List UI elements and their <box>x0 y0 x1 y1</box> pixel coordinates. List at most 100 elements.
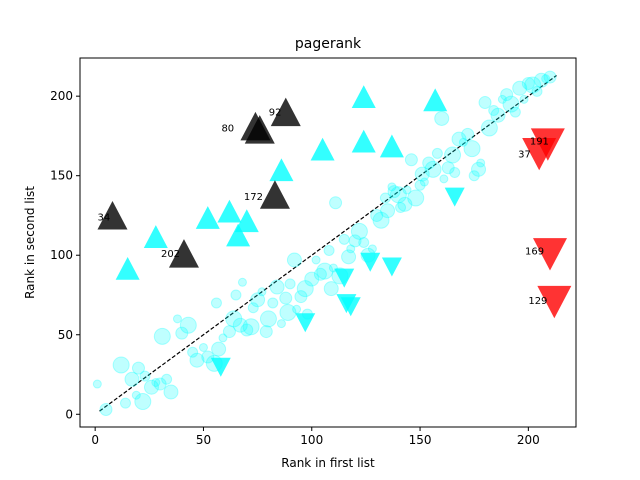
point-bulk <box>230 289 242 301</box>
point-bulk <box>444 146 462 164</box>
point-bulk <box>543 70 557 84</box>
point-bulk <box>461 127 475 141</box>
point-bulk <box>313 267 327 281</box>
point-bulk <box>163 384 179 400</box>
point-bulk <box>99 403 113 417</box>
point-bulk <box>434 110 450 126</box>
point-up <box>379 134 404 158</box>
point-bulk <box>237 277 247 287</box>
point-bulk <box>441 161 455 175</box>
point-bulk <box>348 234 362 248</box>
point-bulk <box>92 379 102 389</box>
point-bulk <box>541 74 551 84</box>
point-bulk <box>250 292 266 308</box>
point-down <box>340 297 361 317</box>
point-up <box>351 129 376 153</box>
diagonal-line <box>99 75 557 412</box>
point-bulk <box>422 156 436 170</box>
point-bulk <box>338 233 350 245</box>
point-down <box>444 187 465 207</box>
point-bulk <box>242 318 260 336</box>
point-bulk <box>387 182 397 192</box>
point-bulk <box>151 377 161 387</box>
point-bulk <box>259 310 277 328</box>
point-bulk <box>449 167 461 179</box>
point-bulk <box>161 373 173 385</box>
point-bulk <box>323 281 339 297</box>
point-down <box>334 268 355 288</box>
point-bulk <box>439 174 449 184</box>
point-bulk <box>512 80 528 96</box>
point-bulk <box>316 262 334 280</box>
point-bulk <box>519 94 529 104</box>
point-bulk <box>397 196 413 212</box>
point-bulk <box>367 244 377 254</box>
point-bulk <box>247 302 259 314</box>
point-top_up <box>168 239 199 268</box>
y-tick-label: 150 <box>50 169 73 183</box>
point-up <box>115 256 140 280</box>
point-label: 169 <box>525 246 544 257</box>
point-bulk <box>350 222 368 240</box>
point-up <box>195 206 220 229</box>
point-bulk <box>341 249 357 265</box>
point-bulk <box>533 72 549 88</box>
y-axis: 0 50 100 150 200 <box>50 89 80 421</box>
point-bulk <box>259 325 273 339</box>
point-label: 34 <box>97 213 110 224</box>
point-up <box>234 209 259 233</box>
point-top_down <box>537 285 572 319</box>
point-top_down <box>533 238 568 271</box>
point-bulk <box>218 333 228 343</box>
point-bulk <box>143 379 159 395</box>
point-bulk <box>131 361 145 375</box>
point-bulk <box>488 104 500 116</box>
point-label: 172 <box>244 192 263 203</box>
point-bulk <box>468 170 480 182</box>
point-bulk <box>379 192 391 204</box>
point-up <box>269 158 294 182</box>
chart-title: pagerank <box>295 36 362 52</box>
point-bulk <box>531 85 543 97</box>
point-bulk <box>480 119 498 137</box>
point-top_down <box>522 137 557 171</box>
y-tick-label: 50 <box>58 328 73 342</box>
point-top_up <box>97 200 128 230</box>
point-label: 92 <box>269 107 282 118</box>
point-bulk <box>524 76 542 94</box>
point-bulk <box>210 297 222 309</box>
point-bulk <box>175 326 189 340</box>
point-bulk <box>198 342 208 352</box>
point-label: 37 <box>518 149 531 160</box>
point-up <box>351 85 376 109</box>
point-bulk <box>346 244 356 254</box>
point-bulk <box>139 370 151 382</box>
x-tick-label: 200 <box>517 433 540 447</box>
point-up <box>226 223 251 247</box>
point-bulk <box>329 196 343 210</box>
point-bulk <box>296 280 314 298</box>
point-down <box>295 313 316 333</box>
point-bulk <box>478 96 492 110</box>
point-bulk <box>153 377 167 391</box>
point-bulk <box>240 323 254 337</box>
point-bulk <box>372 211 390 229</box>
point-bulk <box>172 314 182 324</box>
point-bulk <box>431 147 443 159</box>
point-bulk <box>279 303 297 321</box>
point-down <box>381 257 402 277</box>
x-tick-label: 100 <box>300 433 323 447</box>
point-bulk <box>463 140 481 158</box>
point-bulk <box>323 244 335 256</box>
point-top_up <box>259 180 290 209</box>
point-up <box>143 225 168 248</box>
point-bulk <box>509 106 521 118</box>
point-bulk <box>414 166 430 182</box>
point-bulk <box>276 319 286 329</box>
point-bulk <box>402 185 412 195</box>
x-axis-title: Rank in first list <box>281 456 375 470</box>
point-bulk <box>222 325 236 339</box>
x-tick-label: 0 <box>91 433 99 447</box>
